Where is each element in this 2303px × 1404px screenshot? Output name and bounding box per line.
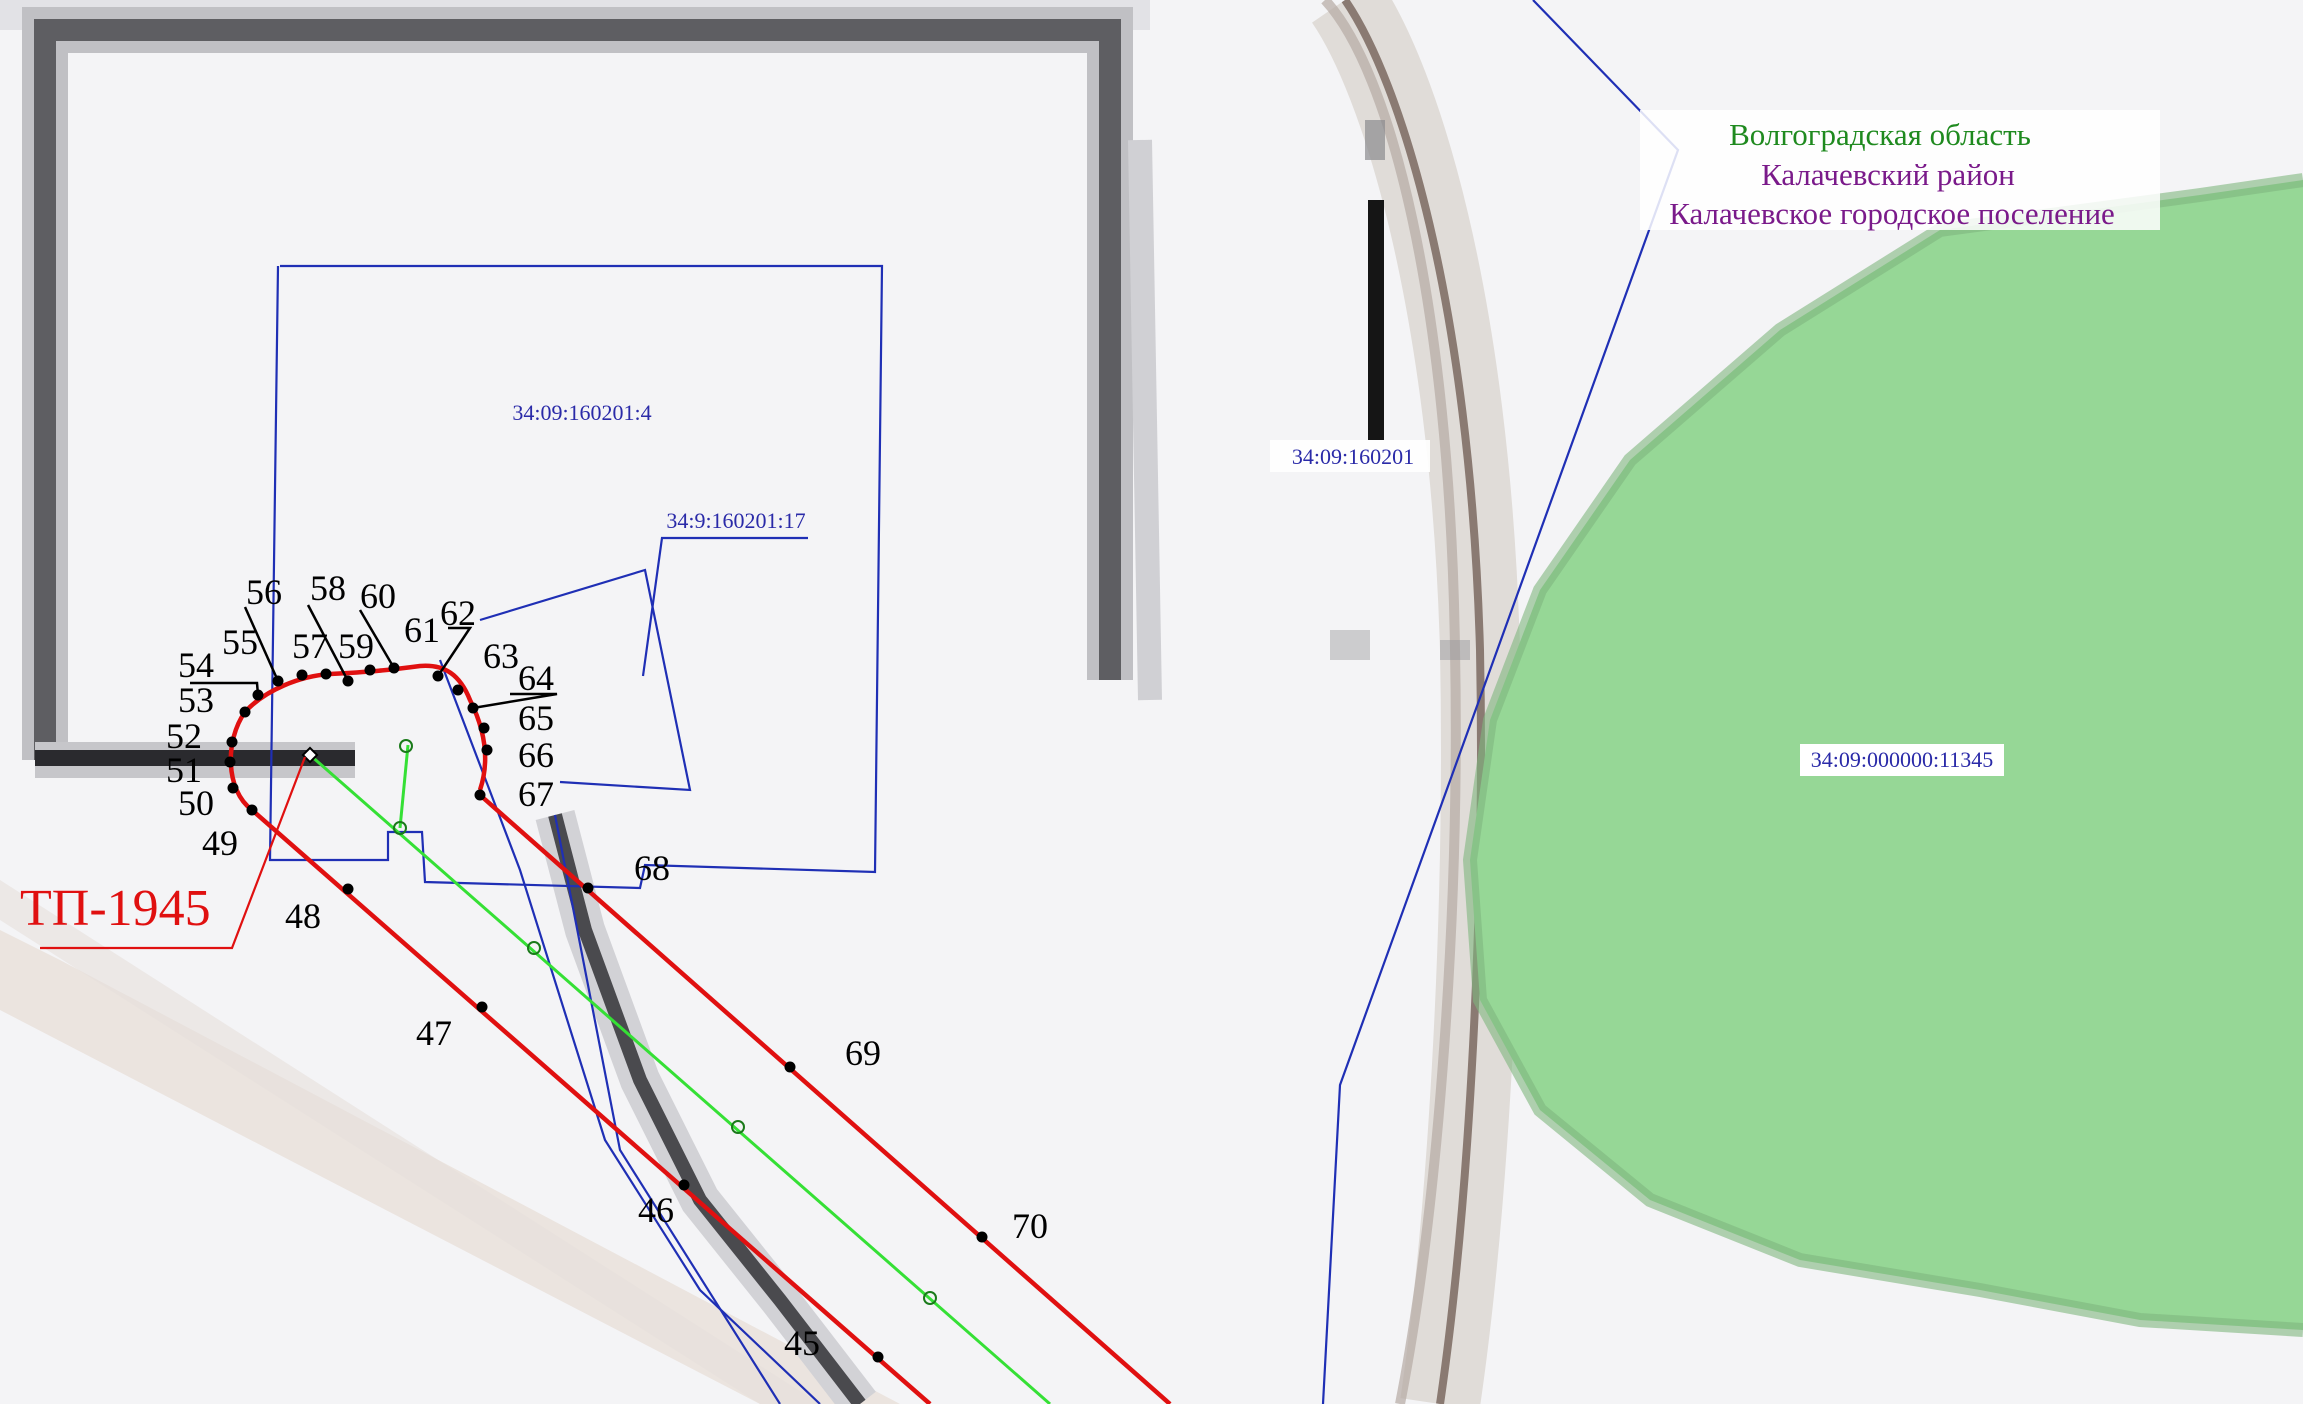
point-70: 70 [1012,1206,1048,1246]
point-45: 45 [784,1323,820,1363]
cable-vertices [224,662,988,1363]
road-blur [1311,0,1521,1404]
parcel-17-number: 34:9:160201:17 [666,508,805,533]
point-68: 68 [634,848,670,888]
parcel-11345-number: 34:09:000000:11345 [1811,747,1994,772]
point-53: 53 [178,680,214,720]
point-59: 59 [338,626,374,666]
green-line-markers [393,739,937,1305]
quarter-number: 34:09:160201 [1292,444,1414,469]
point-50: 50 [178,783,214,823]
point-51: 51 [166,750,202,790]
point-65: 65 [518,698,554,738]
point-numbers: 45 46 47 48 49 50 51 52 53 54 55 56 57 5… [166,568,1048,1363]
point-58: 58 [310,568,346,608]
point-57: 57 [292,626,328,666]
point-60: 60 [360,576,396,616]
parcel-17-border [479,568,692,792]
point-67: 67 [518,774,554,814]
curb-blur [535,809,876,1404]
parcel-17-leader [641,536,808,677]
point-64: 64 [518,658,554,698]
point-54: 54 [178,645,214,685]
raion-label: Калачевский район [1761,157,2015,192]
cadastral-labels: 34:09:160201:4 34:9:160201:17 34:09:1602… [512,400,2004,776]
quarter-boundary [1321,0,1680,1404]
building-outline [22,7,1162,778]
substation-marker [40,746,319,950]
parcel-4-number: 34:09:160201:4 [512,400,651,425]
road-border-a [438,659,821,1404]
oblast-label: Волгоградская область [1729,117,2031,152]
point-52: 52 [166,716,202,756]
substation-label: ТП-1945 [20,880,211,937]
parcel-borders [268,0,1680,1404]
point-62: 62 [440,593,476,633]
road-border-b [553,814,781,1404]
green-line [309,744,1051,1404]
point-leaders [190,604,558,710]
point-46: 46 [638,1190,674,1230]
point-49: 49 [202,823,238,863]
region-labels: Волгоградская область Калачевский район … [1640,110,2160,231]
point-55: 55 [222,622,258,662]
settlement-label: Калачевское городское поселение [1669,196,2115,231]
parcel-4-border [268,264,884,890]
point-47: 47 [416,1013,452,1053]
point-56: 56 [246,572,282,612]
point-63: 63 [483,636,519,676]
point-48: 48 [285,896,321,936]
point-66: 66 [518,735,554,775]
point-61: 61 [404,610,440,650]
point-69: 69 [845,1033,881,1073]
